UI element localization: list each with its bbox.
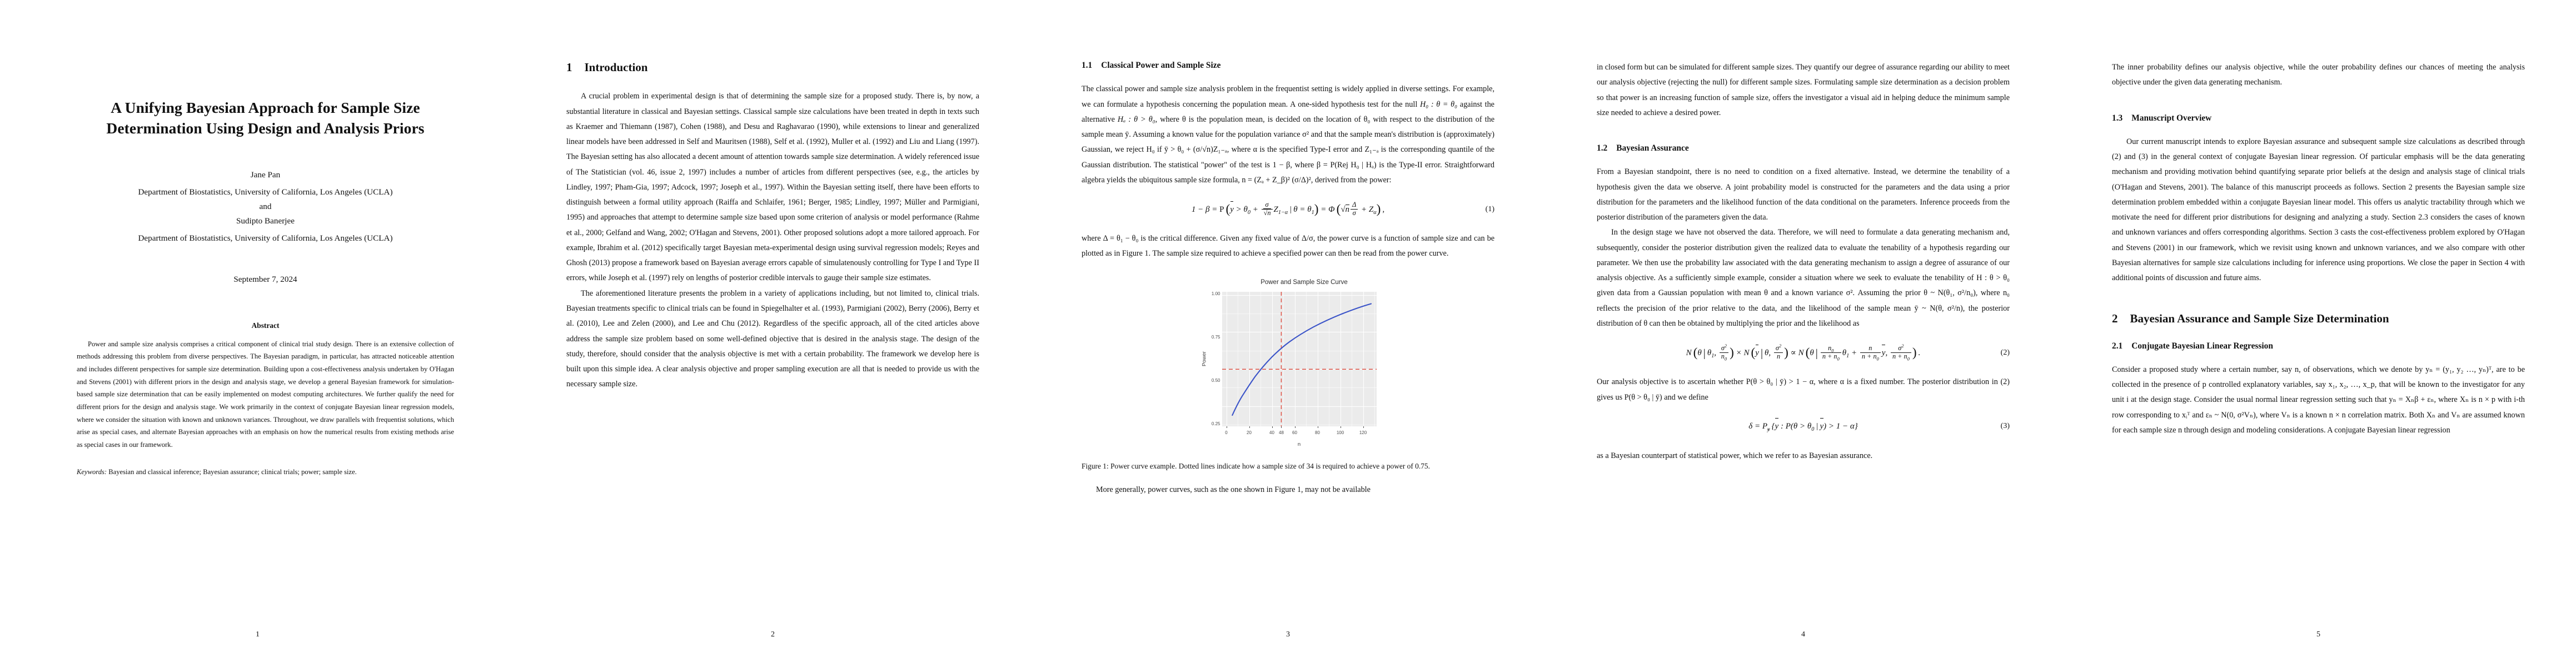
classical-power-paragraph-1: The classical power and sample size anal… (1082, 82, 1494, 188)
chart-svg (1222, 291, 1377, 426)
page-number: 4 (1801, 630, 1805, 639)
page-number: 1 (256, 630, 260, 639)
equation-1-body: 1 − β = P (y > θ0 + σ √n Z1−α | θ = θ1) = … (1191, 201, 1385, 217)
bayesian-assurance-paragraph-1: From a Bayesian standpoint, there is no … (1597, 167, 2010, 222)
chart-xtick-labels: 0 20 40 48 60 80 100 120 (1222, 426, 1377, 439)
equation-2-number: (2) (2000, 348, 2010, 357)
ytick-label: 0.25 (1211, 421, 1220, 426)
section-number: 1 (566, 61, 572, 74)
equation-3: δ = Py {y : P(θ > θ0 | y) > 1 − α} (3) (1597, 415, 2010, 439)
equation-1: 1 − β = P (y > θ0 + σ √n Z1−α | θ = θ1) = … (1082, 198, 1494, 221)
subsection-heading-manuscript-overview: 1.3 Manuscript Overview (2112, 113, 2525, 123)
equation-2-body: N (θ | θ1, σ2 n0) × N (y | θ, σ2 n) ∝ N (θ… (1686, 344, 1921, 362)
author-separator: and (259, 201, 272, 211)
author-affiliation-1: Department of Biostatistics, University … (138, 187, 393, 197)
section-title: Bayesian Assurance and Sample Size Deter… (2130, 312, 2389, 326)
keywords-label: Keywords: (77, 467, 107, 476)
bayesian-assurance-paragraph-3: Our analysis objective is to ascertain w… (1597, 377, 2010, 402)
manuscript-overview-paragraph-1: Our current manuscript intends to explor… (2112, 137, 2525, 283)
page-5: The inner probability defines our analys… (2061, 0, 2576, 667)
xtick-label: 20 (1247, 430, 1252, 435)
ytick-label: 0.50 (1211, 377, 1220, 383)
xtick-label: 80 (1315, 430, 1320, 435)
ytick-label: 1.00 (1211, 291, 1220, 296)
page-3: 1.1 Classical Power and Sample Size The … (1030, 0, 1546, 667)
section-heading-bayesian-ssd: 2 Bayesian Assurance and Sample Size Det… (2112, 311, 2525, 326)
author-affiliation-2: Department of Biostatistics, University … (138, 233, 393, 243)
ytick-label: 0.75 (1211, 334, 1220, 340)
subsection-number: 2.1 (2112, 341, 2123, 351)
keywords-line: Keywords: Bayesian and classical inferen… (77, 466, 454, 479)
page-title: A Unifying Bayesian Approach for Sample … (106, 99, 425, 137)
page-1: A Unifying Bayesian Approach for Sample … (0, 0, 515, 667)
chart-panel (1222, 291, 1377, 426)
subsection-title: Bayesian Assurance (1616, 143, 1689, 153)
subsection-number: 1.1 (1082, 61, 1093, 70)
equation-3-number: (3) (2000, 422, 2010, 431)
classical-power-paragraph-4-continued: in closed form but can be simulated for … (1597, 63, 2010, 117)
page-number: 3 (1286, 630, 1290, 639)
page-2: 1 Introduction A crucial problem in expe… (515, 0, 1030, 667)
subsection-number: 1.3 (2112, 113, 2123, 123)
page-number: 5 (2316, 630, 2320, 639)
section-title: Introduction (584, 61, 648, 74)
power-curve-chart: Power and Sample Size Curve Power 1.00 0… (1082, 276, 1494, 450)
equation-1-number: (1) (1485, 205, 1494, 213)
chart-xlabel: n (1297, 441, 1301, 447)
xtick-label: 100 (1336, 430, 1344, 435)
classical-power-text-a: The classical power and sample size anal… (1082, 84, 1494, 109)
xtick-label: 40 (1269, 430, 1274, 435)
abstract-section: Abstract Power and sample size analysis … (77, 319, 454, 451)
figure-1: Power and Sample Size Curve Power 1.00 0… (1082, 276, 1494, 473)
bayesian-assurance-paragraph-5-continued: The inner probability defines our analys… (2112, 63, 2525, 87)
subsection-title: Classical Power and Sample Size (1101, 61, 1221, 70)
abstract-heading: Abstract (251, 321, 280, 330)
page-number: 2 (771, 630, 775, 639)
publication-date: September 7, 2024 (233, 275, 297, 285)
figure-1-label: Figure 1: (1082, 461, 1109, 470)
power-curve-path (1231, 303, 1372, 416)
classical-power-text-b: against the alternative (1082, 99, 1494, 124)
xtick-label: 120 (1359, 430, 1367, 435)
classical-power-text-c: , where θ is the population mean, is dec… (1082, 115, 1494, 185)
page-4: in closed form but can be simulated for … (1546, 0, 2061, 667)
subsection-title: Manuscript Overview (2131, 113, 2212, 123)
subsection-heading-conjugate-blr: 2.1 Conjugate Bayesian Linear Regression (2112, 341, 2525, 351)
section-number: 2 (2112, 312, 2118, 326)
figure-1-caption-text: Power curve example. Dotted lines indica… (1108, 461, 1430, 470)
abstract-text: Power and sample size analysis comprises… (77, 340, 454, 449)
xtick-label-reference: 48 (1279, 430, 1284, 435)
chart-title: Power and Sample Size Curve (1260, 278, 1348, 286)
xtick-label: 0 (1225, 430, 1228, 435)
author-name-1: Jane Pan (250, 170, 281, 180)
subsection-number: 1.2 (1597, 143, 1608, 153)
author-name-2: Sudipto Banerjee (236, 216, 295, 226)
figure-1-caption: Figure 1: Power curve example. Dotted li… (1082, 460, 1494, 472)
subsection-heading-bayesian-assurance: 1.2 Bayesian Assurance (1597, 143, 2010, 153)
conjugate-blr-paragraph-1: Consider a proposed study where a certai… (2112, 365, 2525, 435)
chart-ytick-labels: 1.00 0.75 0.50 0.25 (1208, 291, 1222, 426)
bayesian-assurance-paragraph-4: as a Bayesian counterpart of statistical… (1597, 451, 1873, 460)
subsection-heading-classical-power: 1.1 Classical Power and Sample Size (1082, 60, 1494, 71)
intro-paragraph-1: A crucial problem in experimental design… (566, 92, 979, 283)
keywords-text: Bayesian and classical inference; Bayesi… (107, 467, 357, 476)
null-hypothesis-math: H₀ : θ = θ₀ (1419, 99, 1458, 109)
author-block: Jane Pan Department of Biostatistics, Un… (62, 168, 469, 246)
intro-paragraph-2: The aforementioned literature presents t… (566, 288, 979, 389)
section-heading-introduction: 1 Introduction (566, 60, 979, 74)
alternative-hypothesis-math: Hₐ : θ > θ₀ (1117, 115, 1155, 124)
classical-power-paragraph-2: where Δ = θ₁ − θ₀ is the critical differ… (1082, 234, 1494, 258)
equation-3-body: δ = Py {y : P(θ > θ0 | y) > 1 − α} (1748, 418, 1858, 435)
chart-ylabel: Power (1200, 351, 1207, 367)
equation-2: N (θ | θ1, σ2 n0) × N (y | θ, σ2 n) ∝ N (θ… (1597, 341, 2010, 365)
subsection-title: Conjugate Bayesian Linear Regression (2131, 341, 2273, 351)
classical-power-paragraph-3: More generally, power curves, such as th… (1096, 485, 1371, 495)
bayesian-assurance-paragraph-2: In the design stage we have not observed… (1597, 228, 2010, 328)
xtick-label: 60 (1292, 430, 1297, 435)
chart-plot-row: Power 1.00 0.75 0.50 0.25 (1200, 291, 1377, 426)
